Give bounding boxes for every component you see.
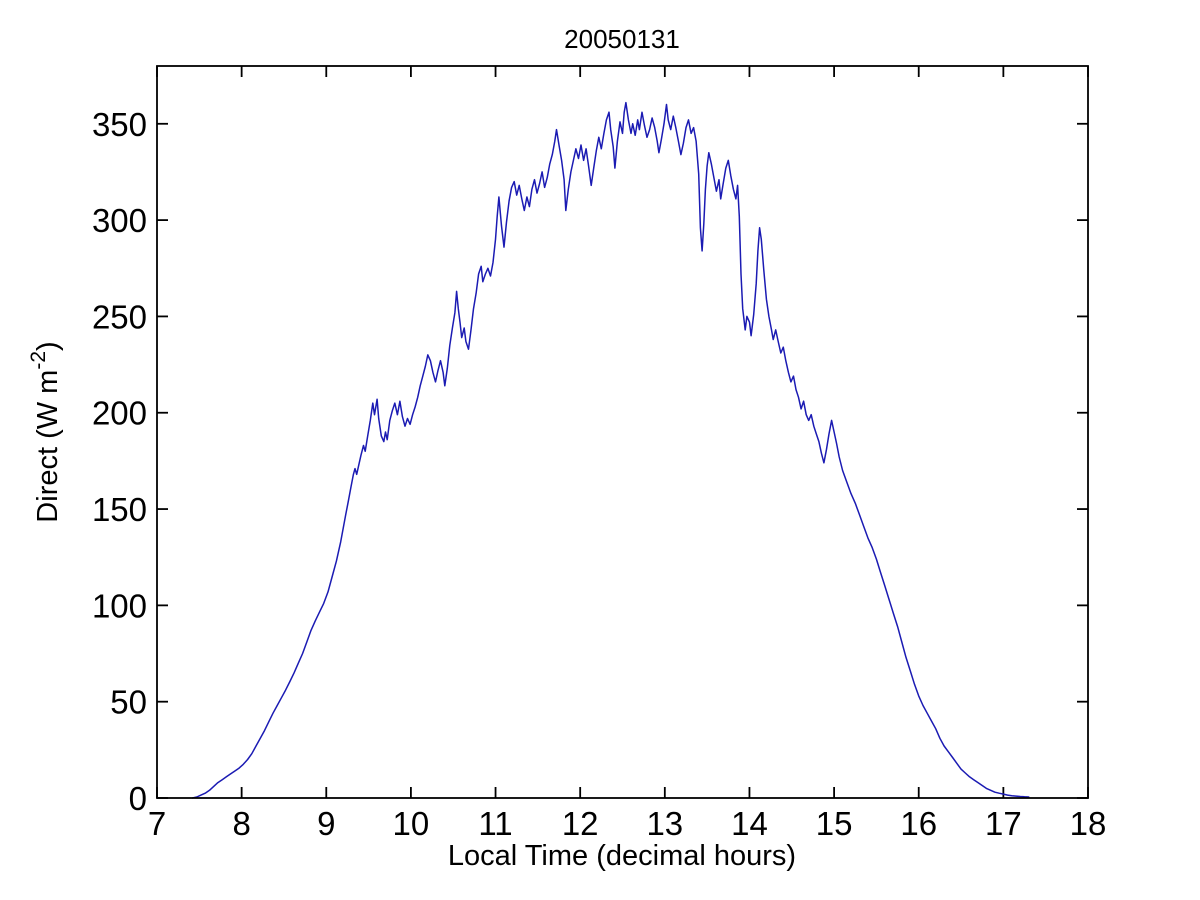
plot-box: [156, 65, 1089, 799]
x-tick-label: 8: [232, 805, 250, 842]
x-tick-label: 7: [148, 805, 166, 842]
y-tick-label: 350: [92, 106, 147, 143]
x-tick-label: 18: [1070, 805, 1107, 842]
x-tick-label: 13: [646, 805, 683, 842]
y-tick-label: 0: [129, 780, 147, 817]
x-tick-label: 12: [562, 805, 599, 842]
y-tick-label: 100: [92, 587, 147, 624]
y-tick-label: 150: [92, 491, 147, 528]
y-tick-label: 50: [110, 684, 147, 721]
x-axis-label: Local Time (decimal hours): [448, 840, 796, 872]
y-axis-label-close: ): [32, 341, 64, 351]
x-tick-label: 15: [816, 805, 853, 842]
y-tick-label: 300: [92, 202, 147, 239]
chart-title: 20050131: [564, 24, 680, 54]
y-axis-label-main: Direct (W m: [32, 370, 64, 523]
y-tick-label: 200: [92, 395, 147, 432]
x-tick-label: 14: [731, 805, 768, 842]
x-tick-label: 9: [317, 805, 335, 842]
y-tick-label: 250: [92, 298, 147, 335]
x-tick-label: 17: [985, 805, 1022, 842]
x-tick-label: 10: [393, 805, 430, 842]
x-tick-label: 16: [900, 805, 937, 842]
y-axis-label: Direct (W m-2): [27, 341, 64, 522]
y-axis-label-superscript: -2: [27, 351, 50, 370]
data-line: [191, 101, 1030, 799]
axes-group: 7 8 9 10 11 12 13 14 15 16 17 18 0 50 100 150 200 250 300 3…: [92, 65, 1107, 842]
x-tick-label: 11: [478, 805, 512, 842]
